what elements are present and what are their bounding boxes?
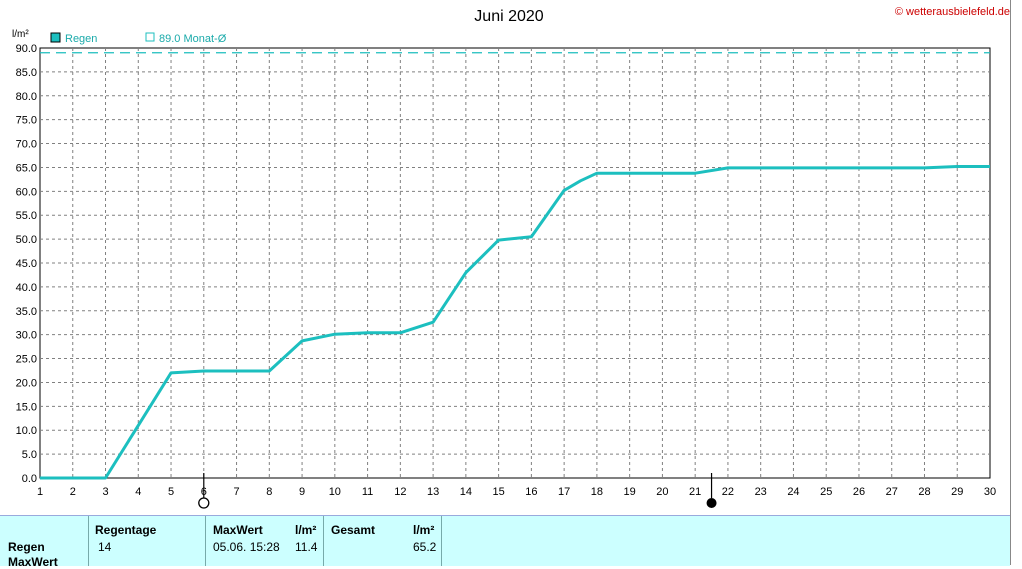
- y-tick-label: 0.0: [22, 473, 37, 485]
- x-tick-label: 21: [689, 486, 701, 498]
- y-tick-label: 10.0: [16, 425, 37, 437]
- x-tick-label: 8: [266, 486, 272, 498]
- gesamt-header: Gesamt: [331, 523, 376, 537]
- chart-title: Juni 2020: [474, 8, 543, 25]
- row-label-maxwert: MaxWert: [8, 555, 58, 569]
- y-tick-label: 30.0: [16, 330, 37, 342]
- y-tick-label: 5.0: [22, 449, 37, 461]
- col-divider: [441, 516, 443, 566]
- x-tick-label: 29: [951, 486, 963, 498]
- x-tick-label: 11: [362, 486, 373, 498]
- legend-label-regen: Regen: [65, 33, 97, 45]
- right-edge-panel: [1010, 0, 1022, 565]
- x-tick-label: 22: [722, 486, 734, 498]
- x-tick-label: 23: [755, 486, 767, 498]
- y-tick-label: 35.0: [16, 306, 37, 318]
- y-tick-label: 70.0: [16, 139, 37, 151]
- legend-swatch-reference: [145, 32, 155, 42]
- x-tick-label: 20: [656, 486, 668, 498]
- legend-swatch-regen: [50, 32, 61, 43]
- series-regen: [40, 165, 990, 480]
- y-tick-label: 50.0: [16, 234, 37, 246]
- regentage-value: 14: [98, 540, 112, 554]
- maxwert-unit: l/m²: [295, 523, 317, 537]
- x-tick-label: 27: [886, 486, 898, 498]
- y-tick-labels: 0.0 5.0 10.0 15.0 20.0 25.0 30.0 35.0 40.0 45.0 50…: [16, 43, 37, 485]
- moon-phase-markers: [198, 473, 717, 509]
- copyright-text: © wetterausbielefeld.de: [895, 6, 1010, 18]
- y-tick-label: 80.0: [16, 91, 37, 103]
- grid-lines: [40, 48, 990, 478]
- x-tick-label: 14: [460, 486, 472, 498]
- y-tick-label: 25.0: [16, 354, 37, 366]
- x-tick-label: 26: [853, 486, 865, 498]
- y-tick-label: 65.0: [16, 162, 37, 174]
- x-tick-label: 28: [918, 486, 930, 498]
- x-tick-label: 30: [984, 486, 996, 498]
- x-tick-label: 24: [787, 486, 799, 498]
- series-line-regen: [40, 165, 990, 480]
- col-maxwert: MaxWert l/m² 05.06. 15:28 11.4: [205, 516, 323, 566]
- x-tick-label: 9: [299, 486, 305, 498]
- y-tick-label: 40.0: [16, 282, 37, 294]
- x-tick-label: 16: [525, 486, 537, 498]
- y-tick-label: 60.0: [16, 186, 37, 198]
- x-tick-label: 10: [329, 486, 341, 498]
- rain-chart: Juni 2020 © wetterausbielefeld.de l/m² R…: [12, 6, 1010, 509]
- y-tick-label: 15.0: [16, 401, 37, 413]
- y-tick-label: 20.0: [16, 377, 37, 389]
- x-tick-label: 1: [37, 486, 43, 498]
- x-tick-label: 3: [102, 486, 108, 498]
- row-label-regen: Regen: [8, 540, 45, 554]
- regentage-header: Regentage: [95, 523, 157, 537]
- x-tick-label: 4: [135, 486, 141, 498]
- y-tick-label: 75.0: [16, 115, 37, 127]
- y-tick-label: 90.0: [16, 43, 37, 55]
- maxwert-header: MaxWert: [213, 523, 263, 537]
- x-tick-label: 5: [168, 486, 174, 498]
- x-tick-label: 17: [558, 486, 570, 498]
- statistics-panel: Regen MaxWert Regentage 14 MaxWert l/m² …: [0, 515, 1010, 569]
- gesamt-value: 65.2: [413, 540, 437, 554]
- full-moon-icon: [198, 497, 210, 509]
- y-axis-unit: l/m²: [12, 29, 29, 40]
- x-tick-label: 19: [624, 486, 636, 498]
- x-tick-label: 15: [492, 486, 504, 498]
- x-tick-labels: 1234567891011121314151617181920212223242…: [37, 486, 996, 498]
- y-tick-label: 85.0: [16, 67, 37, 79]
- legend-label-reference: 89.0 Monat-Ø: [159, 33, 227, 45]
- y-tick-label: 55.0: [16, 210, 37, 222]
- x-tick-label: 18: [591, 486, 603, 498]
- maxwert-value: 11.4: [295, 540, 318, 554]
- x-tick-label: 13: [427, 486, 439, 498]
- x-tick-label: 2: [70, 486, 76, 498]
- new-moon-icon: [706, 498, 717, 508]
- x-tick-label: 7: [233, 486, 239, 498]
- gesamt-unit: l/m²: [413, 523, 435, 537]
- y-tick-label: 45.0: [16, 258, 37, 270]
- x-tick-label: 25: [820, 486, 832, 498]
- x-tick-label: 12: [394, 486, 406, 498]
- maxwert-date: 05.06. 15:28: [213, 540, 280, 554]
- col-gesamt: Gesamt l/m² 65.2: [323, 516, 441, 566]
- col-regentage: Regentage 14: [88, 516, 205, 566]
